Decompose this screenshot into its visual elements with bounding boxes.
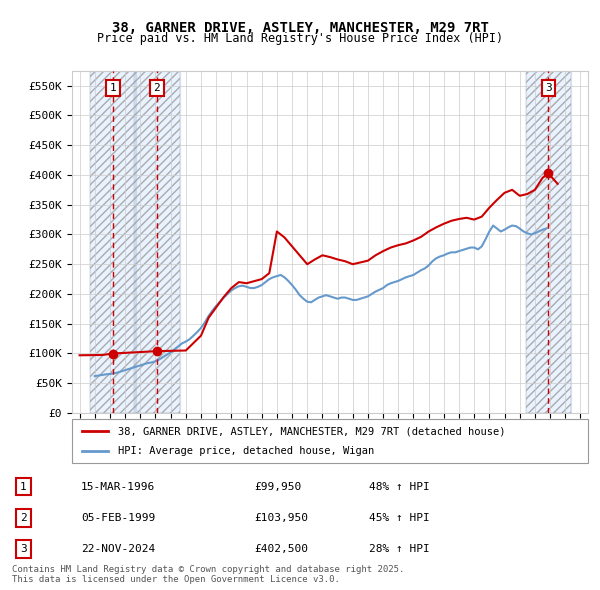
Text: £103,950: £103,950 — [254, 513, 308, 523]
Text: 28% ↑ HPI: 28% ↑ HPI — [369, 544, 430, 554]
Text: 38, GARNER DRIVE, ASTLEY, MANCHESTER, M29 7RT (detached house): 38, GARNER DRIVE, ASTLEY, MANCHESTER, M2… — [118, 427, 506, 436]
Bar — [526, 71, 571, 413]
Bar — [91, 71, 136, 413]
Text: 48% ↑ HPI: 48% ↑ HPI — [369, 481, 430, 491]
Text: 2: 2 — [20, 513, 27, 523]
Text: 38, GARNER DRIVE, ASTLEY, MANCHESTER, M29 7RT: 38, GARNER DRIVE, ASTLEY, MANCHESTER, M2… — [112, 21, 488, 35]
Text: 1: 1 — [110, 83, 116, 93]
Text: £402,500: £402,500 — [254, 544, 308, 554]
Text: £99,950: £99,950 — [254, 481, 301, 491]
Text: Price paid vs. HM Land Registry's House Price Index (HPI): Price paid vs. HM Land Registry's House … — [97, 32, 503, 45]
Text: 3: 3 — [20, 544, 27, 554]
Text: 1: 1 — [20, 481, 27, 491]
Bar — [134, 71, 179, 413]
Text: 3: 3 — [545, 83, 552, 93]
Text: 22-NOV-2024: 22-NOV-2024 — [81, 544, 155, 554]
Text: 45% ↑ HPI: 45% ↑ HPI — [369, 513, 430, 523]
Bar — [91, 71, 136, 413]
Bar — [134, 71, 179, 413]
Text: 05-FEB-1999: 05-FEB-1999 — [81, 513, 155, 523]
Text: 2: 2 — [154, 83, 160, 93]
FancyBboxPatch shape — [72, 419, 588, 463]
Text: 15-MAR-1996: 15-MAR-1996 — [81, 481, 155, 491]
Text: Contains HM Land Registry data © Crown copyright and database right 2025.
This d: Contains HM Land Registry data © Crown c… — [12, 565, 404, 584]
Text: HPI: Average price, detached house, Wigan: HPI: Average price, detached house, Wiga… — [118, 446, 374, 455]
Bar — [526, 71, 571, 413]
